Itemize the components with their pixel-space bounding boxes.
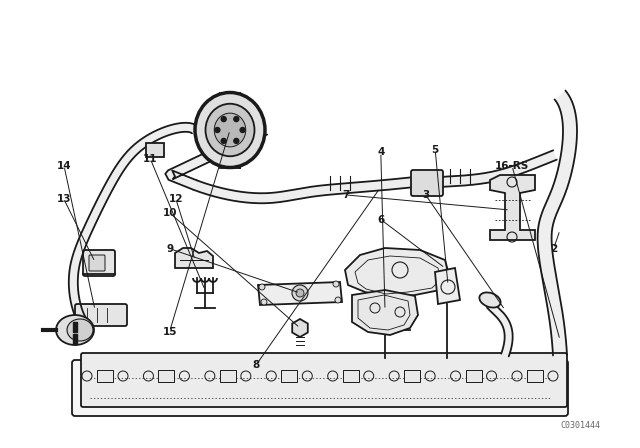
FancyBboxPatch shape — [75, 304, 127, 326]
Text: 7: 7 — [342, 190, 349, 200]
Polygon shape — [193, 177, 415, 203]
Bar — [73, 322, 77, 332]
Circle shape — [296, 289, 304, 297]
Circle shape — [261, 299, 267, 305]
Text: 15: 15 — [163, 327, 177, 336]
Bar — [73, 334, 77, 344]
Text: 12: 12 — [169, 194, 183, 204]
FancyBboxPatch shape — [220, 92, 240, 168]
Text: 4: 4 — [377, 147, 385, 157]
Circle shape — [259, 284, 265, 290]
Polygon shape — [487, 302, 513, 356]
Text: 11: 11 — [143, 154, 157, 164]
Polygon shape — [292, 319, 308, 337]
Circle shape — [221, 138, 226, 143]
Polygon shape — [352, 290, 418, 335]
FancyBboxPatch shape — [81, 353, 567, 407]
Polygon shape — [440, 151, 557, 187]
Text: 3: 3 — [422, 190, 429, 200]
Ellipse shape — [214, 113, 246, 147]
Text: 9: 9 — [166, 244, 173, 254]
Polygon shape — [165, 125, 267, 190]
Ellipse shape — [205, 104, 255, 156]
Polygon shape — [490, 175, 535, 240]
Ellipse shape — [56, 315, 94, 345]
Circle shape — [240, 128, 245, 133]
FancyBboxPatch shape — [404, 370, 420, 382]
FancyBboxPatch shape — [465, 370, 481, 382]
Text: 6: 6 — [377, 215, 385, 224]
FancyBboxPatch shape — [97, 370, 113, 382]
Ellipse shape — [479, 293, 500, 308]
FancyBboxPatch shape — [220, 370, 236, 382]
Text: 8: 8 — [252, 360, 260, 370]
Text: 2: 2 — [550, 244, 557, 254]
Circle shape — [292, 285, 308, 301]
Ellipse shape — [67, 319, 93, 341]
Circle shape — [234, 138, 239, 143]
FancyBboxPatch shape — [72, 360, 568, 416]
FancyBboxPatch shape — [159, 370, 175, 382]
Text: C0301444: C0301444 — [560, 421, 600, 430]
Circle shape — [215, 128, 220, 133]
Ellipse shape — [195, 92, 265, 168]
FancyBboxPatch shape — [527, 370, 543, 382]
Text: 14: 14 — [57, 161, 71, 171]
FancyBboxPatch shape — [89, 255, 105, 271]
Polygon shape — [68, 123, 198, 323]
Polygon shape — [258, 282, 342, 305]
FancyBboxPatch shape — [342, 370, 358, 382]
Circle shape — [221, 116, 226, 121]
Text: 10: 10 — [163, 208, 177, 218]
FancyBboxPatch shape — [282, 370, 298, 382]
Polygon shape — [175, 248, 213, 268]
Circle shape — [333, 281, 339, 287]
Text: 13: 13 — [57, 194, 71, 204]
Polygon shape — [435, 268, 460, 304]
Text: 5: 5 — [431, 145, 439, 155]
FancyBboxPatch shape — [83, 250, 115, 276]
Circle shape — [335, 297, 341, 303]
FancyBboxPatch shape — [411, 170, 443, 196]
Polygon shape — [345, 248, 450, 298]
FancyBboxPatch shape — [146, 143, 164, 157]
Circle shape — [234, 116, 239, 121]
Polygon shape — [538, 90, 577, 355]
Text: 16-RS: 16-RS — [495, 161, 529, 171]
